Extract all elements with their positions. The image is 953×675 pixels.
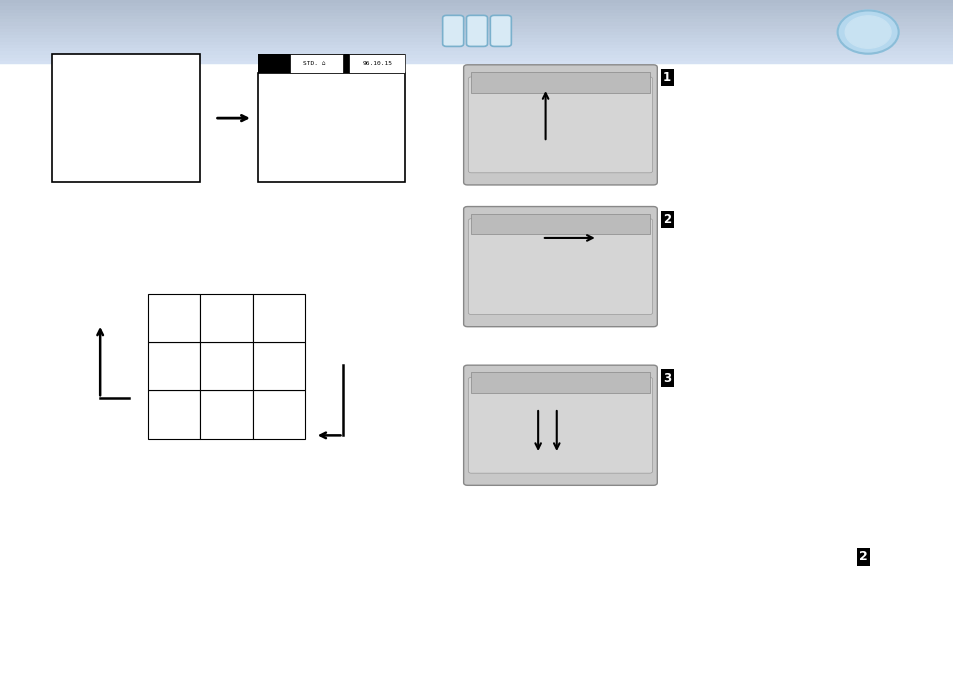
Bar (0, 22, 953, 26)
Circle shape (844, 16, 890, 49)
Bar (253, 342, 305, 390)
Bar (0, 61, 953, 64)
Bar (0, 38, 953, 42)
FancyBboxPatch shape (463, 365, 657, 485)
Bar (257, 73, 405, 182)
Bar (290, 54, 343, 73)
Bar (0, 55, 953, 58)
Bar (0, 3, 953, 7)
Text: 3: 3 (662, 371, 671, 385)
Bar (0, 57, 953, 61)
Bar (0, 35, 953, 38)
Bar (349, 54, 405, 73)
Bar (257, 54, 405, 73)
Bar (0, 45, 953, 48)
Bar (0, 6, 953, 9)
Text: 1: 1 (662, 71, 671, 84)
Bar (0, 26, 953, 29)
Bar (148, 390, 200, 439)
Bar (0, 0, 953, 64)
Bar (0, 13, 953, 16)
FancyBboxPatch shape (468, 219, 652, 315)
Bar (0, 32, 953, 35)
Text: 2: 2 (662, 213, 671, 226)
Bar (471, 373, 649, 393)
Circle shape (837, 11, 898, 54)
Bar (200, 342, 253, 390)
Bar (0, 19, 953, 22)
Text: STD. ⌂: STD. ⌂ (302, 61, 325, 66)
FancyBboxPatch shape (466, 16, 487, 47)
Bar (52, 54, 200, 182)
FancyBboxPatch shape (463, 65, 657, 185)
Bar (253, 390, 305, 439)
FancyBboxPatch shape (468, 377, 652, 473)
Bar (200, 294, 253, 342)
Bar (200, 390, 253, 439)
Bar (148, 294, 200, 342)
FancyBboxPatch shape (442, 16, 463, 47)
FancyBboxPatch shape (0, 0, 953, 64)
Text: 96.10.15: 96.10.15 (362, 61, 392, 66)
Text: 24: 24 (297, 59, 306, 68)
FancyBboxPatch shape (490, 16, 511, 47)
Bar (0, 16, 953, 19)
Bar (0, 51, 953, 55)
Bar (0, 29, 953, 32)
FancyBboxPatch shape (463, 207, 657, 327)
FancyBboxPatch shape (468, 77, 652, 173)
Bar (471, 214, 649, 234)
Bar (0, 0, 953, 3)
Bar (0, 48, 953, 51)
Bar (471, 72, 649, 92)
Bar (253, 294, 305, 342)
Bar (148, 342, 200, 390)
Bar (0, 42, 953, 45)
Text: 2: 2 (858, 550, 867, 564)
Bar (0, 9, 953, 13)
